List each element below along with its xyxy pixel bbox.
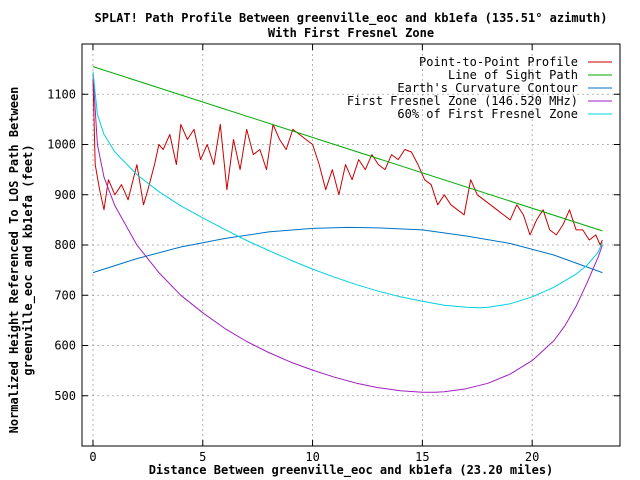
legend-label-profile: Point-to-Point Profile: [419, 55, 578, 69]
y-axis-label-line1: Normalized Height Referenced To LOS Path…: [7, 87, 21, 434]
x-tick-label: 5: [199, 450, 206, 464]
legend-label-los: Line of Sight Path: [448, 68, 578, 82]
x-tick-label: 20: [525, 450, 539, 464]
plot-series: [92, 66, 603, 393]
profile-series-line: [92, 79, 603, 246]
y-tick-label: 700: [54, 288, 76, 302]
y-tick-label: 500: [54, 389, 76, 403]
x-tick-label: 0: [89, 450, 96, 464]
los-series-line: [92, 66, 603, 232]
curvature-series-line: [92, 226, 603, 274]
chart-title: SPLAT! Path Profile Between greenville_e…: [95, 11, 608, 26]
legend-label-fresnel: First Fresnel Zone (146.520 MHz): [347, 94, 578, 108]
grid: [82, 44, 620, 446]
y-axis-label-line2: greenville_eoc and kb1efa (feet): [21, 144, 36, 375]
y-tick-label: 800: [54, 238, 76, 252]
axis-ticks: 0 5 10 15 20 500 600 700 800 900 1000 1100: [47, 44, 620, 464]
x-tick-label: 10: [305, 450, 319, 464]
x-tick-label: 15: [415, 450, 429, 464]
y-tick-label: 1000: [47, 138, 76, 152]
y-tick-label: 900: [54, 188, 76, 202]
fresnel60-series-line: [92, 71, 603, 309]
legend-label-fresnel60: 60% of First Fresnel Zone: [397, 107, 578, 121]
y-tick-label: 1100: [47, 87, 76, 101]
fresnel-series-line: [92, 74, 603, 393]
x-axis-label: Distance Between greenville_eoc and kb1e…: [149, 463, 554, 478]
y-tick-label: 600: [54, 339, 76, 353]
chart-subtitle: With First Fresnel Zone: [268, 26, 434, 40]
legend-label-curvature: Earth's Curvature Contour: [397, 81, 578, 95]
